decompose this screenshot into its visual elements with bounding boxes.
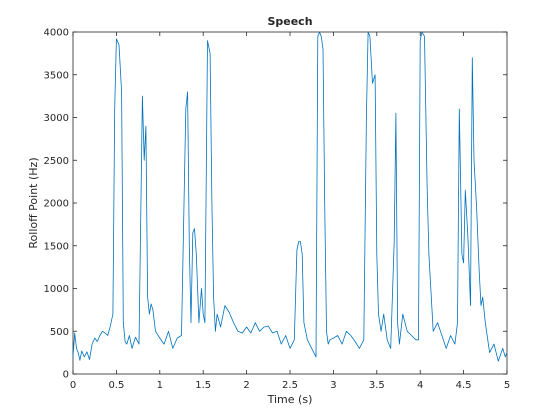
- y-tick-label: 3500: [44, 70, 69, 81]
- y-tick-label: 1500: [44, 241, 69, 252]
- y-tick-label: 2500: [44, 156, 69, 167]
- x-tick-label: 5: [504, 380, 510, 391]
- x-tick-label: 4.5: [456, 380, 472, 391]
- plot-area: [72, 31, 508, 375]
- y-axis-label: Rolloff Point (Hz): [27, 157, 40, 248]
- x-tick-label: 2.5: [282, 380, 298, 391]
- x-axis-label: Time (s): [267, 393, 313, 406]
- y-tick-label: 500: [50, 327, 69, 338]
- chart-title: Speech: [267, 15, 312, 28]
- y-axis-ticks: 0 500 1000 1500 2000 2500 3000 3500 4000: [44, 28, 507, 381]
- x-tick-label: 1: [157, 380, 163, 391]
- x-axis-ticks: 0 0.5 1 1.5 2 2.5 3 3.5 4 4.5 5: [70, 32, 510, 391]
- y-tick-label: 1000: [44, 284, 69, 295]
- y-tick-label: 2000: [44, 199, 69, 210]
- x-tick-label: 1.5: [195, 380, 211, 391]
- x-tick-label: 0.5: [108, 380, 124, 391]
- x-tick-label: 0: [70, 380, 76, 391]
- x-tick-label: 3.5: [369, 380, 385, 391]
- series-line: [72, 31, 508, 362]
- x-tick-label: 4: [417, 380, 423, 391]
- series-layer: [72, 31, 508, 362]
- x-tick-label: 2: [243, 380, 249, 391]
- y-tick-label: 4000: [44, 28, 69, 39]
- y-tick-label: 0: [63, 370, 69, 381]
- y-tick-label: 3000: [44, 113, 69, 124]
- x-tick-label: 3: [330, 380, 336, 391]
